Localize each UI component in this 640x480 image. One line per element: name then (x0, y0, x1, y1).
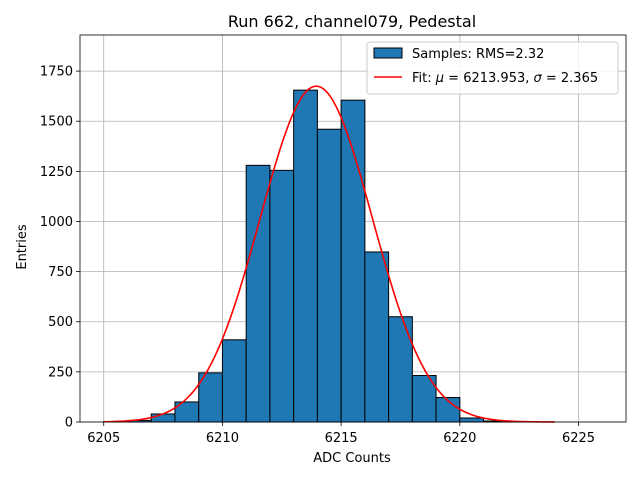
legend-histogram-swatch (373, 47, 403, 59)
y-tick-label: 500 (48, 315, 73, 330)
histogram-bar (150, 413, 176, 423)
histogram-bar (221, 339, 247, 423)
y-axis-label: Entries (15, 224, 30, 270)
y-tick-label: 1500 (40, 115, 73, 130)
fit-curve-group (103, 85, 555, 423)
plot-frame (79, 34, 627, 423)
x-axis-label: ADC Counts (313, 451, 391, 466)
histogram-bar (459, 417, 485, 423)
legend: Samples: RMS=2.32 Fit: μ = 6213.953, σ =… (366, 41, 619, 95)
histogram-bar (316, 128, 342, 423)
x-tick-label: 6225 (562, 431, 595, 446)
legend-histogram-label: Samples: RMS=2.32 (412, 47, 544, 62)
y-tick-label: 1000 (40, 215, 73, 230)
y-tick-label: 1250 (40, 165, 73, 180)
fit-curve (103, 85, 555, 423)
histogram-bar (364, 251, 390, 423)
y-tick-label: 250 (48, 365, 73, 380)
legend-box (366, 41, 619, 95)
legend-fit-mu-value: = 6213.953, (444, 71, 533, 86)
legend-fit-sigma-symbol: σ (534, 71, 543, 86)
legend-fit-mu-symbol: μ (435, 71, 444, 86)
chart-title: Run 662, channel079, Pedestal (228, 12, 476, 31)
axis-ticks: 6205 6210 6215 6220 6225 0 250 500 750 1000 1250 15… (40, 65, 595, 446)
legend-fit-sigma-value: = 2.365 (542, 71, 598, 86)
x-tick-label: 6215 (325, 431, 358, 446)
legend-fit-prefix: Fit: (412, 71, 436, 86)
histogram-bar (269, 169, 295, 423)
histogram-bar (293, 89, 318, 423)
legend-fit-label: Fit: μ = 6213.953, σ = 2.365 (412, 71, 598, 86)
histogram-bar (245, 164, 271, 423)
histogram-bar (388, 316, 413, 423)
x-tick-label: 6205 (87, 431, 120, 446)
y-tick-label: 1750 (40, 65, 73, 80)
y-tick-label: 750 (48, 265, 73, 280)
y-tick-label: 0 (65, 416, 73, 431)
x-tick-label: 6220 (443, 431, 476, 446)
x-tick-label: 6210 (206, 431, 239, 446)
